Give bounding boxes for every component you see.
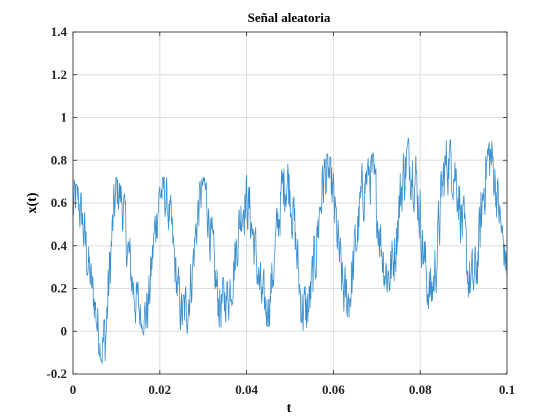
y-tick-label: 1.2	[51, 67, 67, 82]
y-tick-label: 0.8	[51, 152, 68, 167]
y-tick-label: 1.4	[51, 24, 68, 39]
x-tick-label: 0.06	[322, 382, 345, 397]
x-tick-label: 0.02	[148, 382, 171, 397]
ticks	[72, 31, 508, 375]
y-tick-label: 0.4	[51, 238, 68, 253]
y-tick-label: -0.2	[46, 366, 67, 381]
y-tick-label: 0	[61, 323, 68, 338]
y-tick-label: 0.6	[51, 195, 68, 210]
y-tick-label: 1	[61, 110, 68, 125]
tick-labels: 0 0.02 0.04 0.06 0.08 0.1-0.200.20.40.60.811.…	[46, 24, 515, 397]
y-axis-label: x(t)	[25, 192, 40, 213]
x-axis-label: t	[287, 401, 292, 416]
chart-title: Señal aleatoria	[248, 10, 331, 25]
x-tick-label: 0.08	[409, 382, 432, 397]
x-tick-label: 0.04	[235, 382, 258, 397]
x-tick-label: 0	[70, 382, 77, 397]
x-tick-label: 0.1	[499, 382, 515, 397]
series-layer	[72, 137, 508, 365]
y-tick-label: 0.2	[51, 281, 67, 296]
series-line	[72, 137, 508, 365]
